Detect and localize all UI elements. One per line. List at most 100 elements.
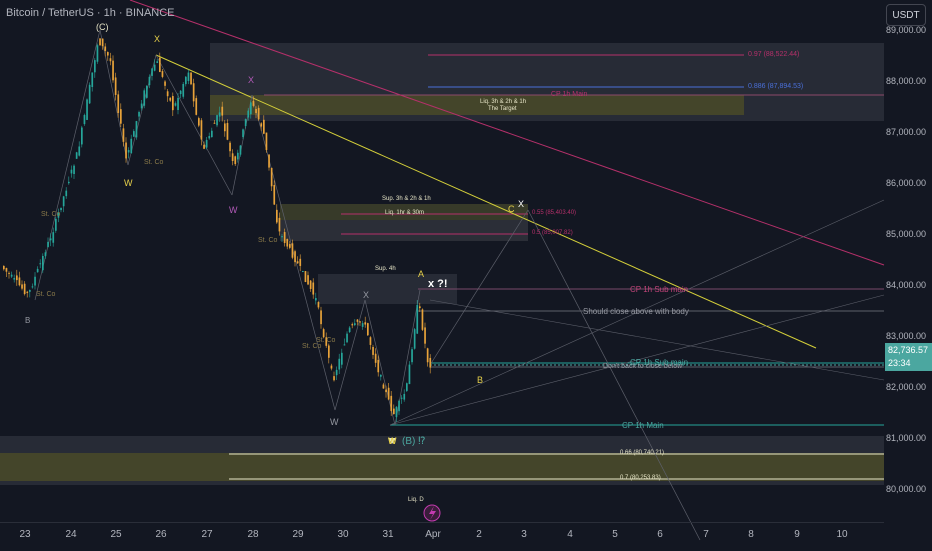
candle-body [260, 123, 263, 127]
wave-C-top-label: (C) [96, 22, 109, 32]
candle-body [34, 276, 36, 286]
candle-body [99, 38, 101, 46]
fib-0886-label: 0.886 (87,894.53) [748, 83, 804, 90]
date-tick: 4 [567, 529, 573, 540]
candle-body [221, 106, 224, 116]
st-co-label: St. Co [41, 211, 61, 218]
candle-body [270, 167, 273, 187]
candle-body [23, 283, 26, 295]
candle-body [26, 291, 29, 293]
wave-x-question-label: x ?! [428, 278, 448, 290]
candle-body [213, 122, 216, 124]
candle-body [424, 327, 426, 344]
candle-body [247, 110, 250, 118]
candle-body [237, 152, 239, 160]
current-price-value: 82,736.57 [888, 345, 929, 355]
st-co-label: St. Co [258, 237, 278, 244]
candle-body [101, 38, 104, 47]
candle-body [263, 119, 265, 134]
candle-body [13, 277, 16, 280]
candle-body [166, 91, 169, 97]
candle-body [341, 352, 343, 365]
candle-body [429, 357, 432, 368]
candle-body [49, 238, 52, 241]
candle-body [255, 108, 257, 113]
currency-button[interactable]: USDT [886, 4, 926, 26]
candle-body [367, 323, 369, 336]
candle-body [289, 244, 291, 248]
candle-body [307, 275, 309, 285]
candle-body [200, 120, 203, 140]
time-axis[interactable]: 23 24 25 26 27 28 29 30 31 Apr 2 3 4 5 6… [0, 522, 884, 551]
date-tick: 23 [19, 529, 31, 540]
wave-A-label: A [418, 269, 425, 279]
price-tick: 85,000.00 [885, 229, 926, 239]
candle-body [117, 94, 120, 113]
date-tick: 27 [201, 529, 213, 540]
projection-line-5 [429, 299, 885, 381]
wave-W1-label: W [124, 178, 133, 188]
candle-body [81, 127, 83, 145]
date-tick: 7 [703, 529, 709, 540]
candle-body [172, 96, 174, 111]
candle-body [426, 348, 429, 363]
candle-body [55, 218, 57, 231]
target-liquidity-zone [210, 95, 744, 115]
candle-body [211, 130, 213, 138]
the-target-label: The Target [488, 106, 517, 112]
candle-body [5, 268, 8, 272]
candle-body [31, 286, 34, 288]
candle-body [348, 327, 351, 333]
candle-body [203, 144, 205, 149]
wave-line-2 [99, 29, 129, 166]
candle-body [395, 406, 398, 418]
wave-line-4 [155, 54, 233, 196]
candle-body [276, 209, 278, 223]
candle-body [393, 408, 395, 415]
candle-body [18, 277, 21, 286]
candle-body [169, 97, 172, 101]
candle-body [62, 196, 65, 207]
candle-body [390, 395, 393, 412]
fib-066-label: 0.66 (80,740.21) [620, 450, 665, 456]
date-tick: 30 [337, 529, 349, 540]
date-tick: 8 [748, 529, 754, 540]
candle-body [281, 236, 283, 238]
fib-097-label: 0.97 (88,522.44) [748, 51, 800, 58]
candle-body [153, 64, 156, 71]
candle-body [164, 81, 166, 86]
price-tick: 81,000.00 [885, 433, 926, 443]
candle-body [185, 76, 187, 85]
candle-body [335, 369, 338, 376]
candle-body [252, 100, 255, 106]
chart-title: Bitcoin / TetherUS · 1h · BINANCE [6, 7, 175, 19]
price-axis[interactable]: 89,000.00 88,000.00 87,000.00 86,000.00 … [884, 25, 932, 520]
fib-07-label: 0.7 (80,253.83) [620, 475, 661, 481]
candle-body [36, 268, 39, 273]
candle-body [91, 72, 94, 87]
cp-1h-sub-main-mid-label: CP 1h Sub main [630, 358, 689, 367]
candle-body [57, 212, 60, 218]
price-tick: 89,000.00 [885, 25, 926, 35]
candle-body [151, 68, 153, 76]
st-co-label: St. Co [316, 337, 336, 344]
candle-body [127, 150, 130, 153]
candle-body [273, 185, 276, 205]
candle-body [346, 333, 348, 343]
candle-body [190, 72, 192, 85]
candle-body [380, 374, 382, 377]
candle-body [421, 309, 424, 330]
date-tick: 5 [612, 529, 618, 540]
candle-body [174, 103, 177, 106]
candle-body [338, 358, 341, 370]
candle-body [75, 152, 78, 159]
projection-line-4 [389, 294, 885, 426]
candle-body [96, 45, 99, 62]
projection-line-3 [389, 199, 885, 426]
candle-body [122, 128, 125, 142]
wave-W4-label: W [388, 436, 397, 446]
wave-B-left-label: B [25, 316, 31, 325]
liq-target-label: Liq. 3h & 2h & 1h [480, 99, 527, 105]
candle-body [385, 389, 387, 393]
